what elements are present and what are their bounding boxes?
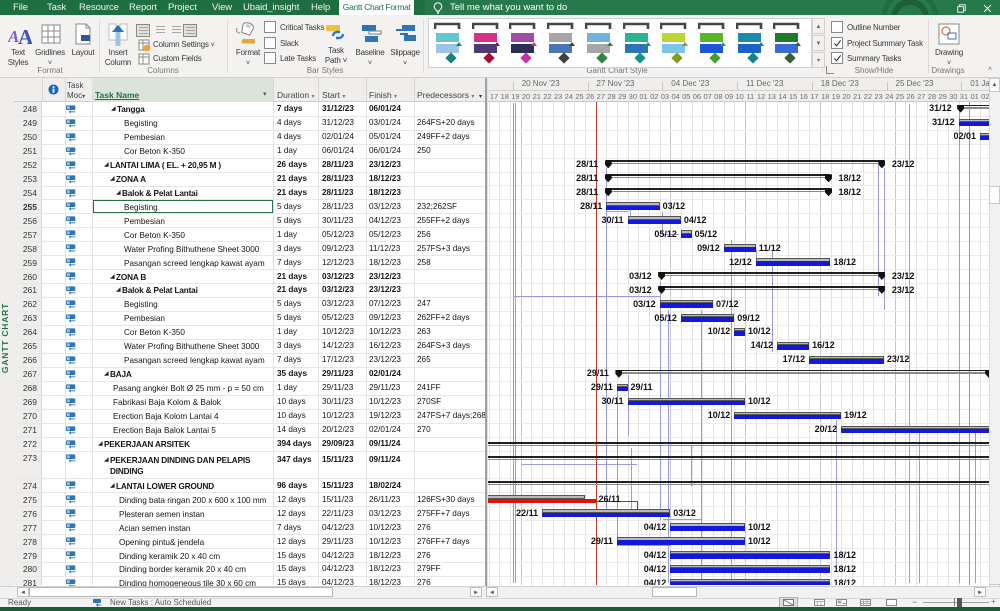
svg-text:A: A (18, 25, 32, 46)
svg-text:A: A (8, 27, 19, 46)
